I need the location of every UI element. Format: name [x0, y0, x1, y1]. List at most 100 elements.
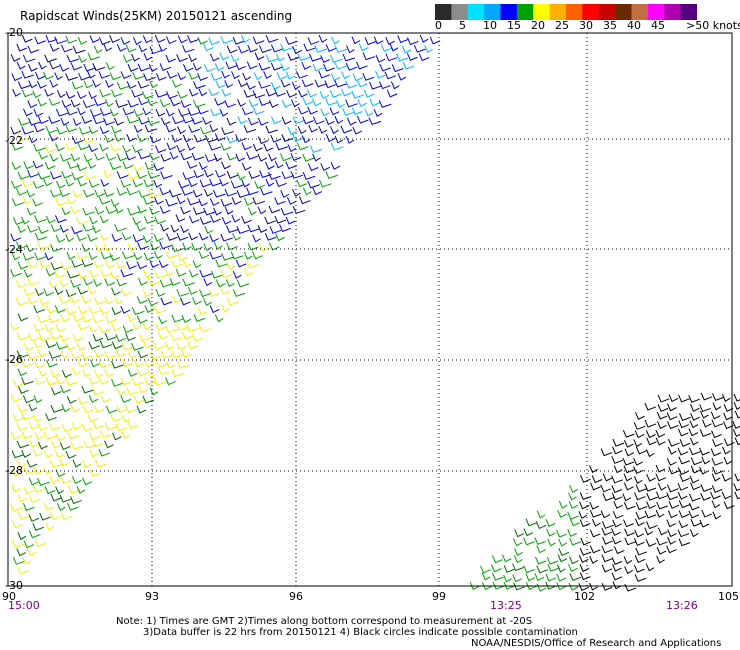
wind-barb — [226, 297, 239, 306]
wind-barb — [281, 134, 293, 143]
wind-barb — [21, 216, 30, 225]
wind-barb — [481, 572, 491, 581]
wind-barb — [132, 179, 144, 188]
wind-barb — [666, 519, 676, 528]
wind-barb — [82, 405, 94, 414]
wind-barb — [644, 402, 657, 411]
wind-barb — [624, 537, 637, 546]
wind-barb — [127, 351, 137, 360]
wind-barb — [221, 304, 230, 313]
wind-barb — [177, 35, 188, 44]
colorbar-swatch — [631, 4, 649, 20]
wind-barb — [70, 62, 83, 71]
wind-barb — [689, 482, 701, 491]
wind-barb — [253, 72, 263, 81]
wind-barb — [104, 440, 114, 449]
wind-barb — [110, 414, 122, 423]
wind-barb — [32, 160, 44, 169]
wind-barb — [143, 216, 156, 224]
wind-barb — [21, 449, 31, 458]
wind-barb — [280, 207, 294, 216]
wind-barb — [16, 350, 30, 359]
wind-barb — [77, 306, 89, 314]
wind-barb — [602, 536, 613, 545]
wind-barb — [171, 116, 185, 125]
wind-barb — [120, 179, 132, 188]
wind-barb — [115, 423, 128, 432]
wind-barb — [76, 216, 89, 225]
wind-barb — [71, 476, 82, 485]
wind-barb — [12, 379, 25, 388]
wind-barb — [126, 115, 139, 124]
wind-barb — [28, 514, 40, 522]
wind-barb — [65, 307, 78, 316]
wind-barb — [81, 295, 92, 304]
lon-label: 90 — [2, 590, 16, 603]
wind-barb — [209, 198, 220, 207]
wind-barb — [83, 189, 95, 198]
wind-barb — [635, 446, 647, 455]
wind-barb — [43, 71, 54, 80]
wind-barb — [126, 134, 137, 142]
wind-barb — [165, 36, 177, 45]
wind-barb — [70, 496, 82, 505]
wind-barb — [712, 393, 724, 402]
wind-barb — [254, 52, 265, 61]
wind-barb — [121, 431, 131, 439]
wind-barb — [88, 144, 98, 153]
wind-barb — [16, 43, 28, 52]
wind-barb — [292, 188, 301, 197]
wind-barb — [235, 259, 247, 268]
wind-barb — [10, 394, 22, 403]
wind-barb — [221, 88, 232, 97]
wind-barb — [424, 45, 433, 54]
wind-barb — [99, 215, 109, 224]
wind-barb — [193, 81, 206, 89]
wind-barb — [11, 180, 22, 189]
wind-barb — [248, 207, 257, 216]
wind-barb — [83, 277, 93, 286]
wind-barb — [143, 340, 154, 349]
wind-barb — [290, 153, 302, 162]
wind-barb — [38, 297, 50, 306]
wind-barb — [120, 269, 134, 278]
wind-barb — [246, 61, 258, 70]
wind-barb — [44, 252, 54, 261]
wind-barb — [44, 161, 56, 170]
wind-barb — [236, 190, 250, 198]
wind-barb — [525, 573, 536, 582]
wind-barb — [70, 99, 81, 108]
wind-barb — [82, 100, 96, 109]
wind-barb — [678, 394, 690, 403]
wind-barb — [116, 278, 128, 287]
wind-barb — [580, 475, 591, 483]
wind-barb — [236, 279, 250, 288]
wind-barb — [170, 98, 181, 107]
wind-barb — [171, 79, 182, 88]
wind-barb — [17, 81, 31, 90]
wind-barb — [78, 55, 87, 63]
wind-barb — [93, 260, 105, 269]
wind-barb — [87, 233, 98, 242]
wind-barb — [325, 171, 338, 179]
wind-barb — [734, 491, 740, 500]
wind-barb — [180, 297, 191, 306]
wind-barb — [23, 269, 33, 278]
wind-barb — [55, 198, 68, 206]
wind-barb — [265, 35, 279, 43]
wind-barb — [16, 422, 29, 431]
wind-barb — [723, 438, 735, 447]
colorbar-label: 20 — [531, 19, 545, 32]
wind-barb — [722, 446, 731, 455]
wind-barb — [733, 393, 740, 402]
time-label: 13:25 — [490, 599, 522, 612]
wind-barb — [76, 485, 86, 494]
wind-barb — [155, 360, 168, 368]
wind-barb — [271, 44, 284, 53]
wind-barb — [33, 305, 46, 314]
wind-barb — [710, 411, 721, 420]
wind-barb — [27, 296, 39, 305]
wind-barb — [182, 172, 195, 180]
wind-barb — [296, 179, 307, 188]
wind-barb — [88, 306, 102, 315]
